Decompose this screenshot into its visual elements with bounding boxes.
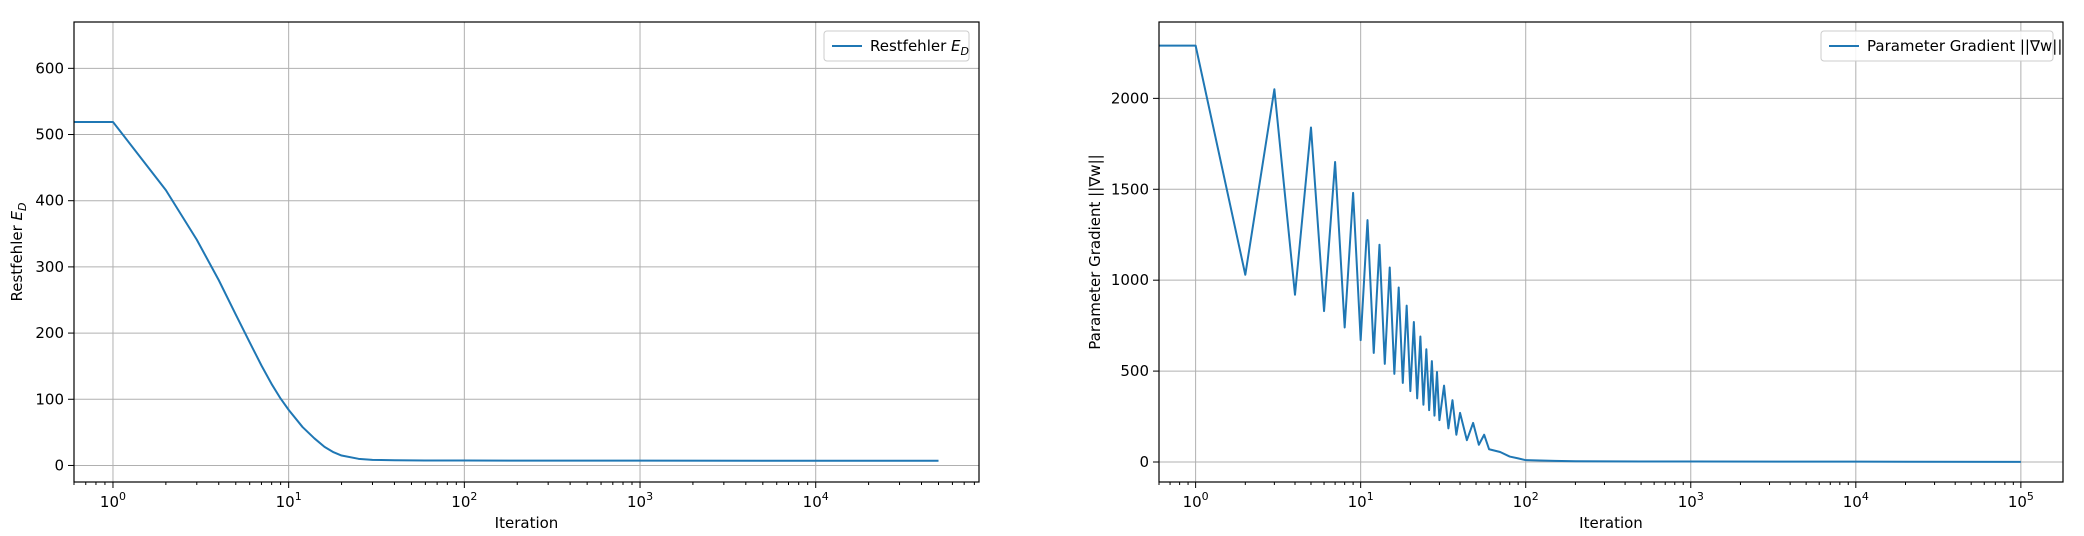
x-axis-label: Iteration bbox=[495, 514, 559, 532]
x-tick-label-base: 10 bbox=[1843, 493, 1862, 511]
y-axis-label-symbol: E bbox=[8, 210, 26, 220]
y-tick-label: 500 bbox=[35, 126, 64, 144]
x-tick-label-exponent: 0 bbox=[1202, 490, 1209, 503]
x-tick-label-base: 10 bbox=[451, 493, 470, 511]
legend-label-subscript: D bbox=[961, 45, 969, 58]
x-tick-label: 100 bbox=[100, 490, 126, 511]
y-tick-label: 2000 bbox=[1111, 89, 1149, 107]
x-tick-label-exponent: 2 bbox=[470, 490, 477, 503]
x-tick-label-base: 10 bbox=[276, 493, 295, 511]
x-tick-label: 104 bbox=[803, 490, 829, 511]
x-tick-label-exponent: 3 bbox=[1697, 490, 1704, 503]
x-tick-label-base: 10 bbox=[627, 493, 646, 511]
x-tick-label-base: 10 bbox=[803, 493, 822, 511]
x-tick-label-base: 10 bbox=[2008, 493, 2027, 511]
series-line bbox=[74, 120, 939, 462]
x-tick-label: 101 bbox=[276, 490, 302, 511]
x-tick-label-exponent: 4 bbox=[1862, 490, 1869, 503]
y-tick-label: 500 bbox=[1120, 362, 1149, 380]
legend-label-symbol: E bbox=[951, 37, 961, 55]
legend-label: Parameter Gradient ||∇w|| bbox=[1867, 37, 2062, 55]
x-tick-label-exponent: 0 bbox=[119, 490, 126, 503]
chart-restfehler: 100 101 102 103 1040100200300400500600Iterat… bbox=[8, 21, 980, 532]
y-tick-label: 200 bbox=[35, 324, 64, 342]
x-tick-label-exponent: 4 bbox=[822, 490, 829, 503]
x-tick-label: 102 bbox=[451, 490, 477, 511]
x-tick-label-exponent: 5 bbox=[2027, 490, 2034, 503]
plot-frame bbox=[1158, 21, 2064, 483]
y-axis-label: Restfehler ED bbox=[8, 203, 29, 302]
x-tick-label-exponent: 3 bbox=[646, 490, 653, 503]
x-tick-label-base: 10 bbox=[100, 493, 119, 511]
y-tick-label: 1000 bbox=[1111, 271, 1149, 289]
plot-frame bbox=[73, 21, 980, 483]
y-tick-label: 0 bbox=[1139, 453, 1149, 471]
x-tick-label: 102 bbox=[1513, 490, 1539, 511]
y-axis-label-subscript: D bbox=[16, 203, 29, 211]
x-tick-label: 103 bbox=[627, 490, 653, 511]
y-tick-label: 0 bbox=[54, 456, 64, 474]
x-tick-label-base: 10 bbox=[1513, 493, 1532, 511]
y-axis-label: Parameter Gradient ||∇w|| bbox=[1086, 154, 1104, 349]
y-tick-label: 1500 bbox=[1111, 180, 1149, 198]
x-tick-label: 100 bbox=[1183, 490, 1209, 511]
x-tick-label-exponent: 1 bbox=[1367, 490, 1374, 503]
legend-label-main: Restfehler bbox=[870, 37, 951, 55]
series-line bbox=[1159, 44, 2021, 463]
y-tick-label: 400 bbox=[35, 192, 64, 210]
legend-label: Restfehler ED bbox=[870, 37, 969, 58]
x-tick-label-exponent: 2 bbox=[1532, 490, 1539, 503]
x-tick-label: 105 bbox=[2008, 490, 2034, 511]
x-tick-label-base: 10 bbox=[1183, 493, 1202, 511]
chart-parameter-gradient: 100 101 102 103 104 1050500100015002000Iterat… bbox=[1086, 21, 2064, 532]
x-tick-label-exponent: 1 bbox=[295, 490, 302, 503]
x-axis-label: Iteration bbox=[1579, 514, 1643, 532]
legend-box bbox=[823, 30, 970, 62]
x-tick-label: 104 bbox=[1843, 490, 1869, 511]
y-tick-label: 100 bbox=[35, 390, 64, 408]
legend-box bbox=[1820, 30, 2054, 62]
y-tick-label: 300 bbox=[35, 258, 64, 276]
x-tick-label: 103 bbox=[1678, 490, 1704, 511]
x-tick-label-base: 10 bbox=[1348, 493, 1367, 511]
x-tick-label-base: 10 bbox=[1678, 493, 1697, 511]
y-axis-label-main: Restfehler bbox=[8, 220, 26, 301]
y-tick-label: 600 bbox=[35, 59, 64, 77]
x-tick-label: 101 bbox=[1348, 490, 1374, 511]
